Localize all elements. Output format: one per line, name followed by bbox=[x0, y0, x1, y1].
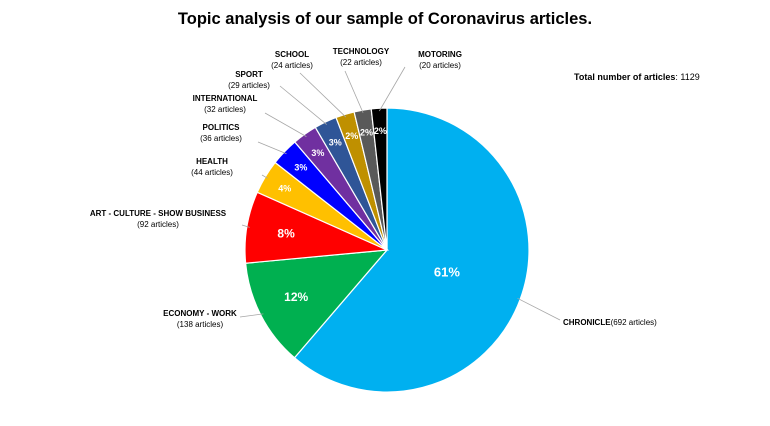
leader-line bbox=[261, 174, 268, 179]
category-label: CHRONICLE(692 articles) bbox=[563, 318, 657, 327]
percent-label: 2% bbox=[360, 128, 373, 138]
category-label: SCHOOL bbox=[275, 50, 309, 59]
leader-line bbox=[378, 66, 406, 112]
leader-line bbox=[264, 112, 307, 137]
total-articles: Total number of articles: 1129 bbox=[574, 72, 700, 82]
category-label: POLITICS bbox=[203, 123, 241, 132]
count-label: (29 articles) bbox=[228, 81, 270, 90]
count-label: (32 articles) bbox=[204, 105, 246, 114]
percent-label: 61% bbox=[434, 265, 460, 280]
count-label: (36 articles) bbox=[200, 134, 242, 143]
count-label: (44 articles) bbox=[191, 168, 233, 177]
leader-line bbox=[241, 224, 250, 228]
category-label: SPORT bbox=[235, 70, 263, 79]
pie-slice-motoring bbox=[370, 107, 388, 251]
percent-label: 3% bbox=[311, 148, 324, 158]
leader-line bbox=[257, 141, 287, 155]
category-label: INTERNATIONAL bbox=[193, 94, 258, 103]
leader-line bbox=[299, 72, 347, 118]
pie-slices bbox=[244, 107, 530, 393]
pie-slice-economy-work bbox=[244, 249, 389, 359]
total-label: Total number of articles bbox=[574, 72, 676, 82]
percent-label: 12% bbox=[284, 290, 308, 304]
leader-line bbox=[517, 297, 561, 321]
count-label: (20 articles) bbox=[419, 61, 461, 70]
category-label: ECONOMY - WORK bbox=[163, 309, 237, 318]
chart-title: Topic analysis of our sample of Coronavi… bbox=[177, 10, 593, 28]
count-label: (24 articles) bbox=[271, 61, 313, 70]
category-label: MOTORING bbox=[418, 50, 462, 59]
percent-label: 3% bbox=[329, 138, 342, 148]
category-label: HEALTH bbox=[196, 157, 228, 166]
percent-label: 4% bbox=[278, 184, 291, 194]
percent-label: 2% bbox=[345, 131, 358, 141]
percent-label: 2% bbox=[374, 126, 387, 136]
leader-lines bbox=[239, 66, 561, 321]
leader-line bbox=[344, 70, 364, 114]
category-label: TECHNOLOGY bbox=[333, 47, 390, 56]
count-label: (92 articles) bbox=[137, 220, 179, 229]
leader-line bbox=[239, 313, 264, 318]
total-value: 1129 bbox=[680, 72, 700, 82]
percent-label: 8% bbox=[277, 227, 295, 241]
pie-labels: 61% CHRONICLE(692 articles) 12% ECONOMY - W… bbox=[90, 47, 657, 329]
category-label: ART - CULTURE - SHOW BUSINESS bbox=[90, 209, 227, 218]
percent-label: 3% bbox=[294, 163, 307, 173]
count-label: (138 articles) bbox=[177, 320, 224, 329]
count-label: (22 articles) bbox=[340, 58, 382, 67]
leader-line bbox=[279, 85, 327, 125]
